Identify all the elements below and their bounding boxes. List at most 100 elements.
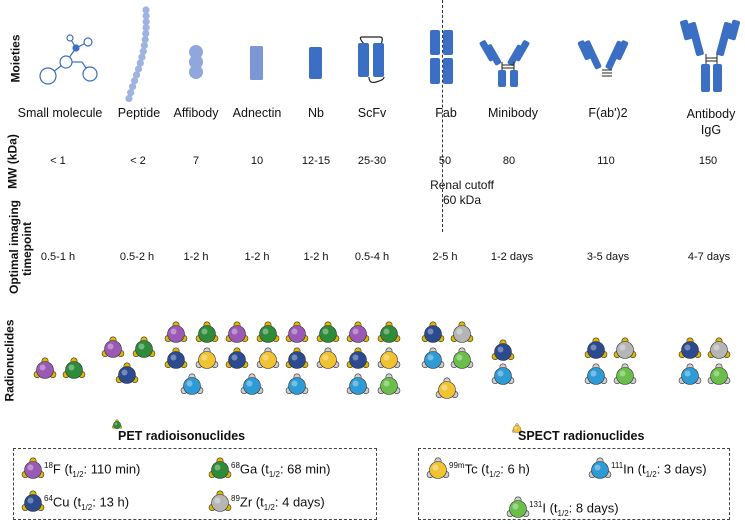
scfv-icon [358, 36, 385, 84]
tp-fab: 2-5 h [432, 251, 458, 263]
radionuclide-f-icon [346, 321, 370, 343]
mw-scfv: 25-30 [357, 155, 387, 167]
adnectin-icon [250, 46, 263, 80]
name-antibody-line1: Antibody [686, 107, 736, 121]
name-fab: Fab [435, 106, 457, 120]
radionuclide-cu-icon [678, 337, 702, 359]
fab2-icon [577, 40, 629, 77]
radionuclide-in-icon [346, 373, 370, 395]
peptide-icon [125, 6, 150, 103]
tp-scfv: 0.5-4 h [354, 251, 390, 263]
peptide-bead [127, 89, 135, 97]
radionuclide-cu-icon [164, 347, 188, 369]
radionuclide-tc-icon [377, 347, 401, 369]
radionuclide-cu-icon [584, 337, 608, 359]
peptide-bead [134, 65, 143, 73]
radionuclide-cu-icon [225, 347, 249, 369]
tp-minibody: 1-2 days [490, 251, 534, 263]
legend-in-icon [588, 457, 612, 479]
name-affibody: Affibody [173, 106, 219, 120]
radionuclide-i-icon [506, 496, 530, 518]
radionuclide-zr-icon [613, 337, 637, 359]
radionuclide-in-icon [285, 373, 309, 395]
name-peptide: Peptide [117, 106, 161, 120]
radionuclide-tc-icon [316, 347, 340, 369]
peptide-bead [140, 41, 148, 50]
tp-affibody: 1-2 h [183, 251, 209, 263]
tp-adnectin: 1-2 h [244, 251, 270, 263]
peptide-bead [139, 47, 147, 55]
spect-legend-icon [511, 423, 523, 433]
radionuclide-in-icon [678, 363, 702, 385]
nb-icon [309, 47, 322, 79]
pet-legend-icon [111, 419, 123, 429]
radionuclide-f-icon [285, 321, 309, 343]
peptide-bead [128, 83, 137, 91]
radionuclide-cu-icon [346, 347, 370, 369]
spect-legend-title: SPECT radionuclides [518, 429, 645, 443]
radionuclide-in-icon [584, 363, 608, 385]
peptide-bead [130, 77, 139, 85]
radionuclide-cu-icon [421, 321, 445, 343]
radionuclide-cu-icon [21, 490, 45, 512]
peptide-bead [142, 30, 150, 38]
legend-i-icon [506, 496, 530, 518]
renal-cutoff-label: Renal cutoff 60 kDa [430, 178, 494, 208]
peptide-bead [141, 35, 149, 44]
radionuclide-f-icon [164, 321, 188, 343]
radionuclide-zr-icon [450, 321, 474, 343]
legend-f-label: 18F (t1/2: 110 min) [44, 461, 141, 479]
radionuclide-ga-icon [377, 321, 401, 343]
peptide-bead [125, 94, 133, 103]
name-antibody-line2: IgG [700, 123, 722, 137]
legend-ga-label: 68Ga (t1/2: 68 min) [231, 461, 331, 479]
name-nb: Nb [308, 106, 324, 120]
minibody-icon [479, 40, 530, 87]
mw-peptide: < 2 [130, 155, 146, 167]
peptide-bead [132, 71, 141, 79]
legend-i-label: 131I (t1/2: 8 days) [529, 500, 619, 518]
legend-f-icon [21, 457, 45, 479]
radionuclide-i-icon [707, 363, 731, 385]
peptide-bead [142, 24, 150, 32]
mw-nb: 12-15 [301, 155, 331, 167]
fab-icon [430, 30, 453, 84]
pet-legend-title: PET radioisonuclides [118, 429, 246, 443]
tp-small-molecule: 0.5-1 h [40, 251, 76, 263]
radionuclide-i-icon [450, 347, 474, 369]
tp-nb: 1-2 h [303, 251, 329, 263]
tp-antibody-igg: 4-7 days [687, 251, 731, 263]
radionuclide-ga-icon [208, 457, 232, 479]
radionuclide-f-icon [21, 457, 45, 479]
radionuclide-i-icon [377, 373, 401, 395]
radionuclide-tc-icon [511, 423, 523, 433]
mw-antibody-igg: 150 [698, 155, 718, 167]
radionuclide-tc-icon [195, 347, 219, 369]
radionuclide-ga-icon [316, 321, 340, 343]
radionuclide-ga-icon [62, 357, 86, 379]
legend-zr-label: 89Zr (t1/2: 4 days) [231, 494, 325, 512]
radionuclide-in-icon [491, 363, 515, 385]
tp-fab2: 3-5 days [586, 251, 630, 263]
radionuclide-ga-icon [111, 419, 123, 429]
legend-ga-icon [208, 457, 232, 479]
radionuclide-zr-icon [208, 490, 232, 512]
radionuclide-tc-icon [426, 457, 450, 479]
radionuclide-cu-icon [115, 362, 139, 384]
peptide-bead [136, 59, 144, 67]
radionuclide-f-icon [101, 336, 125, 358]
radionuclide-ga-icon [132, 336, 156, 358]
radionuclide-in-icon [421, 347, 445, 369]
peptide-bead [142, 18, 150, 26]
legend-cu-label: 64Cu (t1/2: 13 h) [44, 494, 130, 512]
radionuclide-cu-icon [285, 347, 309, 369]
name-small-molecule: Small molecule [17, 106, 103, 120]
name-adnectin: Adnectin [232, 106, 282, 120]
mw-adnectin: 10 [250, 155, 264, 167]
radionuclide-ga-icon [256, 321, 280, 343]
mw-fab: 50 [438, 155, 452, 167]
legend-zr-icon [208, 490, 232, 512]
affibody-icon [189, 45, 203, 79]
radionuclide-f-icon [33, 357, 57, 379]
